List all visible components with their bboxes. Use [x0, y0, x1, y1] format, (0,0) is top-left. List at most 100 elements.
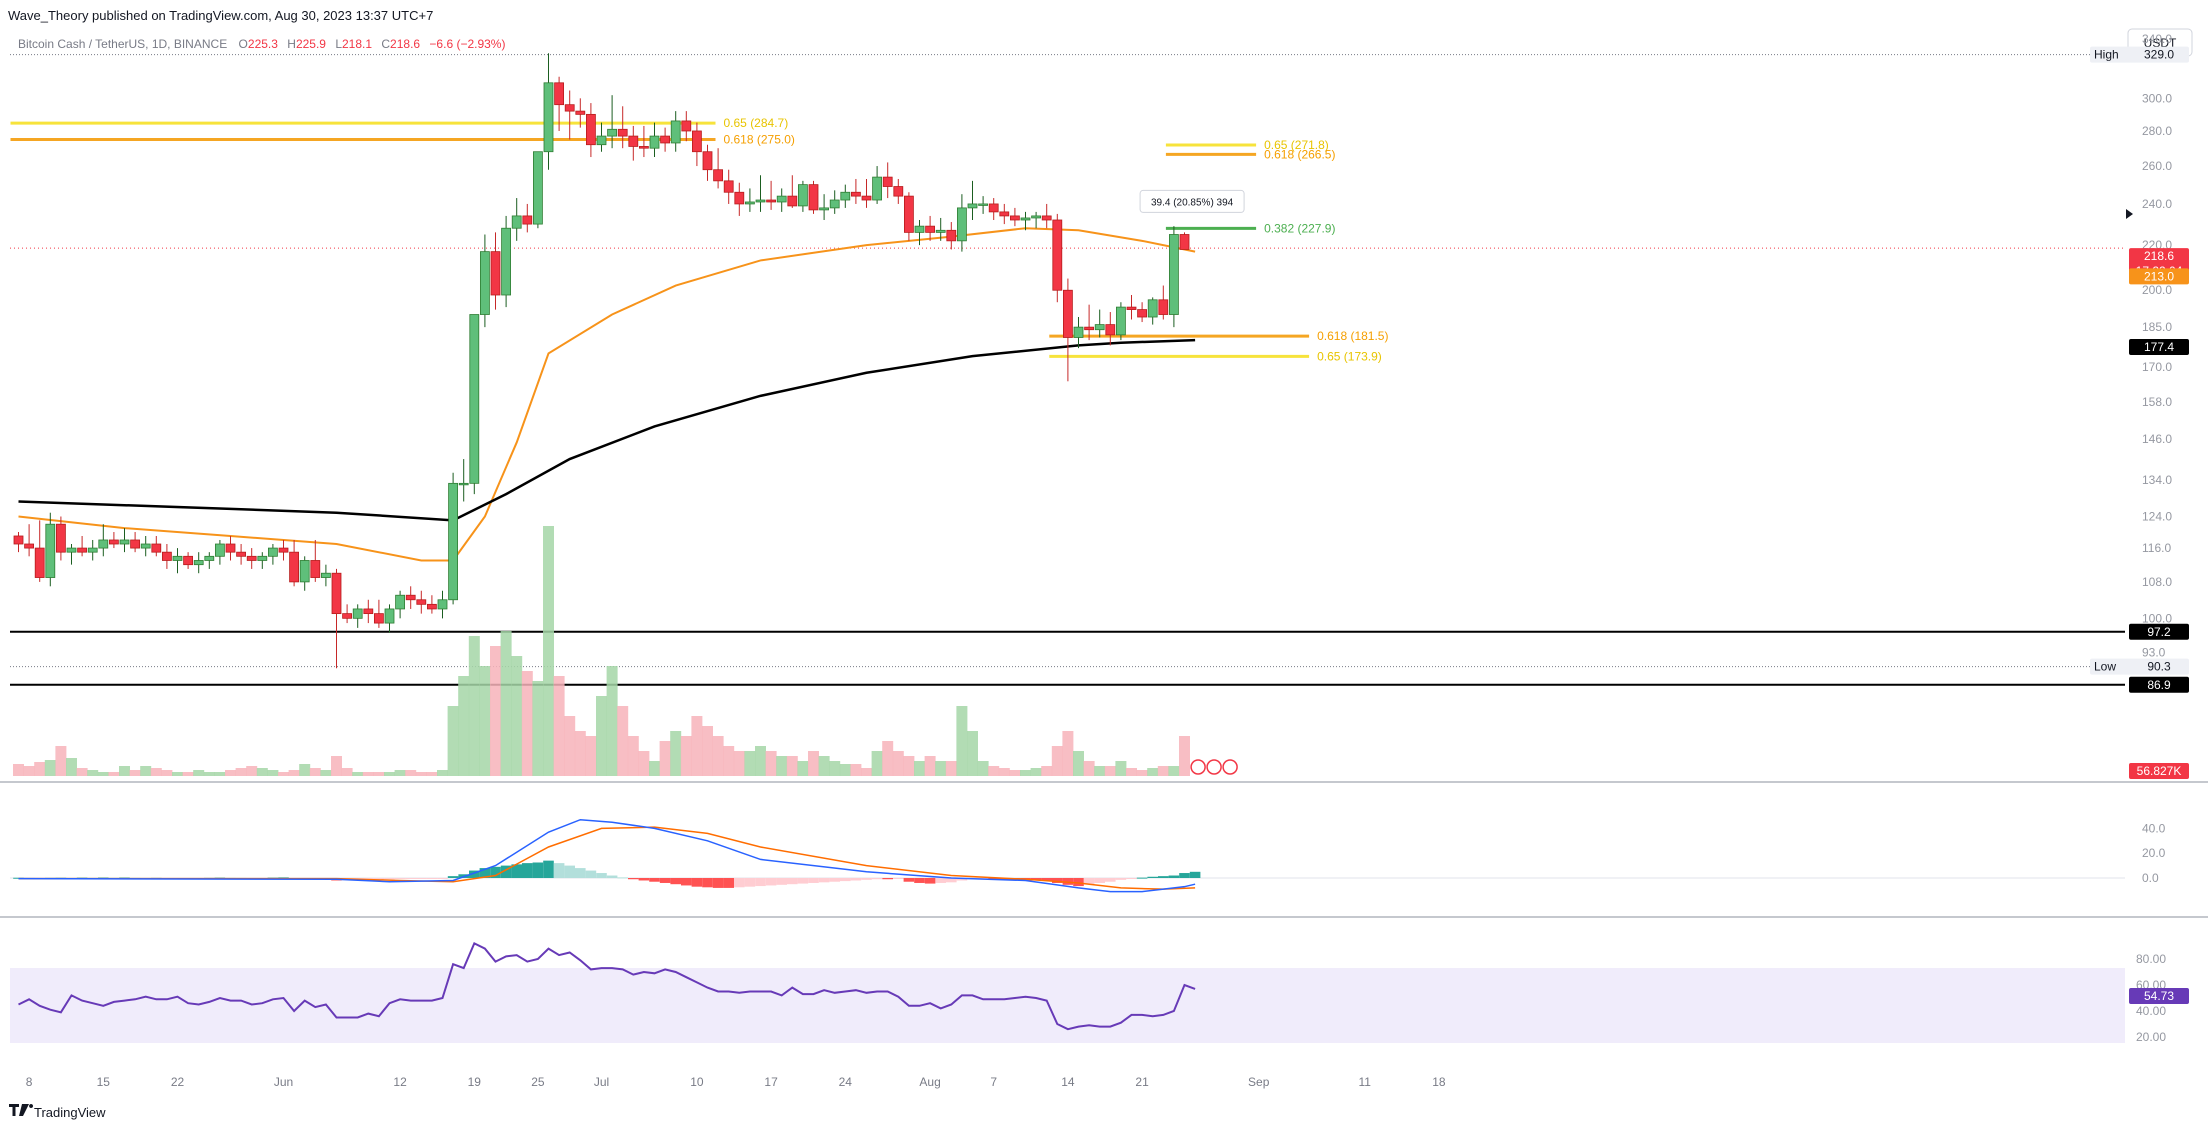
- candle-body[interactable]: [776, 195, 787, 203]
- candle-body[interactable]: [766, 199, 776, 203]
- candle-body[interactable]: [628, 135, 639, 147]
- candle-body[interactable]: [363, 608, 374, 615]
- candle-body[interactable]: [1063, 289, 1073, 338]
- candle-body[interactable]: [246, 555, 257, 561]
- candle-body[interactable]: [151, 543, 162, 553]
- candle-body[interactable]: [1084, 326, 1094, 331]
- rsi-tag-box[interactable]: [2129, 988, 2189, 1004]
- candle-body[interactable]: [225, 543, 236, 553]
- candle-body[interactable]: [342, 613, 353, 619]
- candle-body[interactable]: [681, 120, 692, 132]
- candle-body[interactable]: [1105, 324, 1116, 336]
- candle-body[interactable]: [1169, 234, 1179, 315]
- candle-body[interactable]: [755, 199, 766, 203]
- candle-body[interactable]: [1147, 299, 1158, 318]
- candle-body[interactable]: [914, 225, 925, 233]
- ema-50-line[interactable]: [18, 227, 1196, 562]
- ema200-tag-box[interactable]: [2129, 338, 2189, 355]
- candle-body[interactable]: [183, 555, 194, 566]
- candle-body[interactable]: [935, 229, 946, 233]
- candle-body[interactable]: [639, 146, 649, 149]
- candle-body[interactable]: [172, 555, 183, 561]
- support1-tag-box[interactable]: [2129, 623, 2189, 640]
- candle-body[interactable]: [607, 128, 617, 137]
- candle-body[interactable]: [904, 195, 914, 233]
- candle-body[interactable]: [723, 180, 734, 193]
- candle-body[interactable]: [925, 225, 935, 233]
- candle-body[interactable]: [458, 482, 469, 486]
- candle-body[interactable]: [204, 555, 215, 561]
- ema-200-line[interactable]: [18, 338, 1196, 522]
- candle-body[interactable]: [34, 547, 45, 578]
- rsi-line[interactable]: [18, 942, 1196, 1031]
- candle-body[interactable]: [617, 128, 628, 137]
- candle-body[interactable]: [214, 543, 225, 557]
- candle-body[interactable]: [1020, 217, 1031, 221]
- candle-body[interactable]: [692, 130, 702, 153]
- candle-body[interactable]: [331, 572, 342, 615]
- candle-body[interactable]: [289, 551, 300, 583]
- candle-body[interactable]: [1137, 309, 1147, 318]
- candle-body[interactable]: [98, 539, 109, 549]
- candle-body[interactable]: [469, 314, 480, 484]
- candle-body[interactable]: [130, 539, 141, 549]
- candle-body[interactable]: [978, 203, 988, 206]
- candle-body[interactable]: [872, 176, 882, 201]
- candle-body[interactable]: [87, 547, 98, 553]
- candle-body[interactable]: [310, 560, 321, 578]
- candle-body[interactable]: [352, 608, 363, 619]
- candle-body[interactable]: [586, 113, 596, 146]
- candle-body[interactable]: [564, 104, 575, 112]
- symbol-legend[interactable]: Bitcoin Cash / TetherUS, 1D, BINANCE O22…: [18, 37, 505, 51]
- candle-body[interactable]: [119, 539, 130, 545]
- candle-body[interactable]: [999, 211, 1010, 217]
- candle-body[interactable]: [267, 547, 278, 557]
- measure-box[interactable]: [1139, 189, 1245, 213]
- candle-body[interactable]: [416, 599, 427, 605]
- candle-body[interactable]: [554, 82, 564, 106]
- candle-body[interactable]: [596, 135, 607, 146]
- candle-body[interactable]: [479, 251, 490, 315]
- candle-body[interactable]: [395, 594, 406, 610]
- candle-body[interactable]: [946, 229, 957, 242]
- candle-body[interactable]: [713, 169, 723, 182]
- candle-body[interactable]: [1094, 324, 1105, 331]
- candle-body[interactable]: [140, 543, 151, 549]
- low-tag-box[interactable]: [2090, 658, 2189, 675]
- candle-body[interactable]: [448, 482, 459, 601]
- candle-body[interactable]: [56, 523, 66, 553]
- candle-body[interactable]: [257, 555, 268, 561]
- candle-body[interactable]: [66, 547, 77, 553]
- candle-body[interactable]: [957, 207, 967, 242]
- candle-body[interactable]: [161, 551, 172, 561]
- candle-body[interactable]: [490, 251, 501, 296]
- candle-body[interactable]: [522, 215, 533, 225]
- candle-body[interactable]: [299, 560, 310, 583]
- candle-body[interactable]: [193, 560, 204, 566]
- candle-body[interactable]: [278, 547, 289, 553]
- candle-body[interactable]: [1179, 234, 1190, 250]
- candle-body[interactable]: [882, 176, 893, 187]
- candle-body[interactable]: [808, 184, 819, 211]
- price-alert-marker-icon[interactable]: [2126, 209, 2133, 219]
- volume-tag-box[interactable]: [2129, 763, 2189, 779]
- candle-body[interactable]: [405, 594, 416, 601]
- candle-body[interactable]: [1041, 215, 1052, 221]
- ema50-tag-box[interactable]: [2129, 268, 2189, 285]
- candle-body[interactable]: [851, 191, 861, 197]
- macd-line[interactable]: [18, 818, 1196, 893]
- candle-body[interactable]: [236, 551, 247, 557]
- candle-body[interactable]: [77, 547, 87, 553]
- candle-body[interactable]: [543, 82, 554, 153]
- high-tag-box[interactable]: [2090, 46, 2189, 63]
- candle-body[interactable]: [893, 186, 904, 197]
- support2-tag-box[interactable]: [2129, 676, 2189, 693]
- candle-body[interactable]: [787, 195, 798, 207]
- candle-body[interactable]: [384, 608, 395, 624]
- event-marker-icon[interactable]: [1190, 759, 1206, 775]
- event-marker-icon[interactable]: [1222, 759, 1238, 775]
- candle-body[interactable]: [1031, 215, 1041, 219]
- candle-body[interactable]: [1073, 326, 1084, 338]
- candle-body[interactable]: [24, 543, 35, 549]
